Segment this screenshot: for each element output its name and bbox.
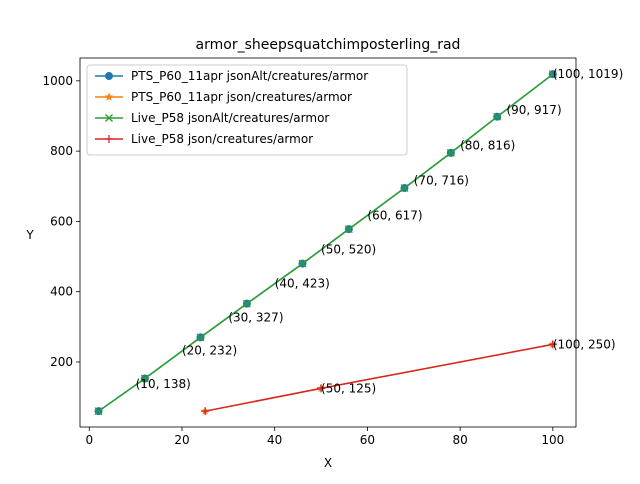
data-label: (60, 617) [367,208,422,222]
series-layer [94,70,558,416]
data-label: (20, 232) [182,344,237,358]
series-3 [201,340,557,416]
series-2-point-stroke-b [94,407,103,416]
series-2-point [242,299,251,308]
legend-marker-stroke-b [105,114,113,122]
legend: PTS_P60_11apr jsonAlt/creatures/armor PTS… [86,64,408,156]
x-tick-label: 100 [541,433,564,447]
series-2-point-stroke-b [493,112,502,121]
data-label: (10, 138) [136,377,191,391]
series-2-point-stroke-b [400,184,409,192]
legend-marker [104,92,114,101]
annotation-layer: (10, 138) (20, 232) (30, 327) (40, 423) (50,… [136,67,624,395]
series-2-point [548,70,557,79]
data-label: (100, 250) [553,337,616,351]
data-label: (50, 520) [321,243,376,257]
series-2-point-stroke-b [446,148,455,157]
legend-entry: PTS_P60_11apr jsonAlt/creatures/armor [95,69,368,83]
series-2-point [196,333,205,342]
series-2-point [140,374,149,383]
series-3-point [201,407,210,416]
series-2-point-stroke-b [242,299,251,308]
x-axis: 0 20 40 60 80 100 [85,427,564,447]
legend-box [86,64,408,156]
series-2-point-stroke-b [344,225,353,234]
series-2-point [400,184,409,192]
legend-entry: Live_P58 jsonAlt/creatures/armor [95,111,329,125]
x-axis-label: X [324,456,332,470]
legend-marker-shape [105,72,113,80]
data-label: (70, 716) [414,174,469,188]
series-2-point-stroke-b [196,333,205,342]
y-tick-label: 200 [50,355,73,369]
legend-label: PTS_P60_11apr jsonAlt/creatures/armor [131,69,368,83]
series-2-point [94,407,103,416]
x-tick-label: 40 [267,433,282,447]
data-label: (100, 1019) [553,67,623,81]
x-tick-label: 0 [85,433,93,447]
y-tick-label: 600 [50,214,73,228]
legend-entry: Live_P58 json/creatures/armor [95,132,313,146]
legend-entry: PTS_P60_11apr json/creatures/armor [95,90,352,104]
series-2-point-stroke-b [548,70,557,79]
series-2-point [298,259,307,268]
legend-label: Live_P58 json/creatures/armor [131,132,313,146]
data-label: (80, 816) [460,139,515,153]
legend-marker [105,114,113,122]
data-label: (90, 917) [506,103,561,117]
plot-frame [79,57,577,428]
legend-label: Live_P58 jsonAlt/creatures/armor [131,111,329,125]
data-label: (40, 423) [275,277,330,291]
series-2-point-stroke-b [298,259,307,268]
legend-marker-shape [104,92,114,101]
y-tick-label: 800 [50,144,73,158]
legend-marker [105,135,113,143]
y-tick-label: 400 [50,285,73,299]
legend-marker [105,72,113,80]
series-2-point [493,112,502,121]
y-tick-label: 1000 [42,74,73,88]
y-axis-label: Y [25,228,34,242]
x-tick-label: 20 [174,433,189,447]
series-2-point [446,148,455,157]
series-3-point [548,340,557,349]
legend-label: PTS_P60_11apr json/creatures/armor [131,90,352,104]
series-2-point-stroke-b [140,374,149,383]
series-2-point [344,225,353,234]
series-2 [94,70,557,416]
series-3-point [317,384,326,393]
x-tick-label: 60 [360,433,375,447]
chart-title: armor_sheepsquatchimposterling_rad [196,37,461,53]
data-label: (30, 327) [228,310,283,324]
y-axis: 200 400 600 800 1000 [42,74,80,369]
x-tick-label: 80 [452,433,467,447]
series-2-line [98,73,554,412]
data-label: (50, 125) [321,381,376,395]
